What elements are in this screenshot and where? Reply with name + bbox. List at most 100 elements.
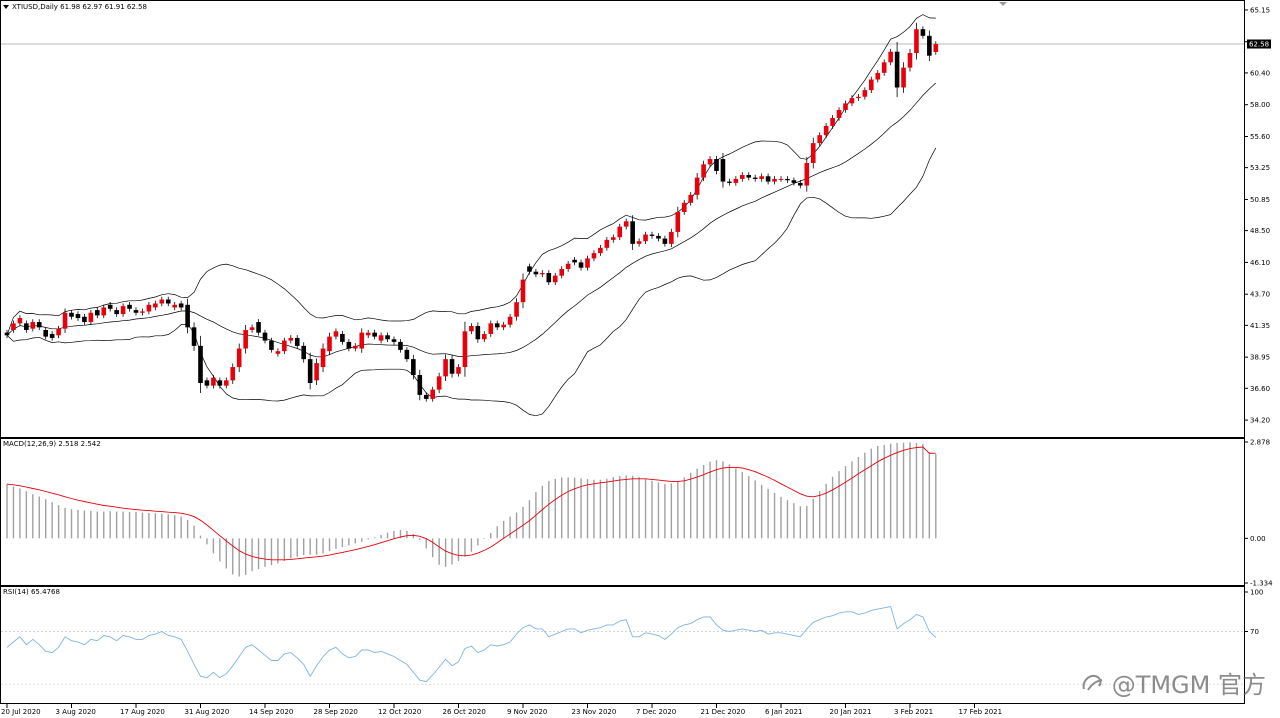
candle-body (546, 273, 552, 283)
candle-body (301, 345, 306, 360)
macd-signal-path (6, 446, 936, 561)
candle-body (520, 279, 526, 303)
candle-body (823, 125, 829, 136)
candle-body (178, 303, 184, 308)
candle-body (185, 304, 190, 328)
candle-body (759, 176, 764, 179)
candle-body (752, 177, 758, 179)
candle-body (804, 163, 810, 186)
candle-body (681, 202, 687, 213)
rsi-tick-label: 100 (1250, 589, 1263, 597)
candle-body (211, 377, 216, 386)
time-tick-label: 20 Jan 2021 (830, 708, 872, 716)
candle-body (862, 90, 868, 97)
candle-body (146, 304, 152, 312)
candle-body (88, 312, 94, 323)
candle-body (810, 143, 816, 164)
candle-body (307, 359, 313, 383)
price-axis: 65.1562.7560.4058.0055.6053.2550.8548.50… (1244, 6, 1270, 425)
candle-body (798, 182, 803, 186)
macd-axis: 2.878 0.00 -1.334 (1244, 439, 1273, 588)
macd-pane[interactable] (0, 438, 1245, 586)
candle-body (327, 336, 332, 352)
candle-body (456, 367, 461, 374)
rsi-pane[interactable] (0, 586, 1245, 704)
candle-body (881, 62, 887, 73)
watermark: @TMGM 官方 (1080, 665, 1266, 700)
candle-body (198, 345, 203, 383)
candle-body (875, 72, 881, 80)
price-tick-label: 38.95 (1250, 354, 1270, 362)
candle-body (430, 389, 435, 399)
time-tick-label: 12 Oct 2020 (378, 708, 421, 716)
candle-body (404, 349, 410, 360)
candle-body (365, 332, 371, 336)
candle-body (688, 194, 693, 203)
bollinger-lower-line (6, 147, 937, 417)
price-tick-label: 34.20 (1250, 417, 1270, 425)
candle-body (288, 337, 294, 341)
macd-signal-line (6, 446, 936, 561)
rsi-axis: 100 70 (1244, 589, 1263, 636)
rsi-tick-label: 70 (1250, 628, 1259, 636)
candle-body (701, 164, 706, 178)
candle-body (791, 180, 797, 183)
candle-body (172, 304, 177, 308)
candle-body (765, 176, 771, 182)
candle-body (398, 341, 403, 350)
candle-body (4, 332, 10, 336)
candle-body (611, 237, 616, 240)
candle-body (391, 339, 397, 342)
collapse-triangle-icon[interactable] (3, 5, 9, 9)
last-price-tag: 62.58 (1247, 39, 1271, 49)
candle-body (817, 135, 822, 144)
rsi-path (6, 605, 937, 683)
candle-body (514, 302, 519, 317)
time-axis: 20 Jul 2020 3 Aug 2020 17 Aug 2020 31 Aug 2… (1, 704, 1002, 716)
candle-body (785, 178, 790, 181)
candle-body (920, 29, 926, 36)
price-tick-label: 65.15 (1250, 6, 1270, 14)
candle-body (30, 322, 36, 329)
candle-body (849, 98, 855, 104)
last-price-label: 62.58 (1249, 41, 1269, 49)
candle-body (604, 239, 610, 248)
candle-body (778, 178, 784, 180)
candle-body (830, 117, 835, 126)
candle-body (353, 345, 358, 349)
time-tick-label: 28 Sep 2020 (314, 708, 358, 716)
candle-body (636, 241, 642, 244)
candle-body (675, 212, 681, 232)
candle-body (540, 273, 545, 275)
chart-shift-marker-icon[interactable] (999, 2, 1007, 6)
candle-body (894, 51, 900, 88)
candle-body (694, 177, 700, 195)
candle-body (269, 340, 274, 350)
candle-body (488, 323, 494, 334)
instrument-header: XTIUSD,Daily 61.98 62.97 61.91 62.58 (12, 3, 147, 11)
candle-body (385, 335, 390, 340)
candle-body (49, 333, 55, 338)
candle-body (75, 314, 81, 319)
candle-body (69, 312, 74, 317)
candle-body (449, 359, 455, 374)
candle-body (275, 351, 281, 354)
price-pane[interactable] (0, 0, 1245, 438)
candle-body (204, 380, 210, 386)
candle-body (95, 310, 100, 316)
candle-body (191, 327, 197, 346)
candle-body (888, 51, 893, 63)
macd-tick-label: 0.00 (1250, 535, 1266, 543)
time-tick-label: 17 Feb 2021 (959, 708, 1003, 716)
candle-body (475, 326, 481, 340)
candle-body (469, 326, 474, 332)
candle-body (630, 221, 635, 244)
candle-body (372, 332, 377, 337)
candle-body (869, 79, 874, 91)
candle-body (662, 238, 668, 244)
price-tick-label: 55.60 (1250, 133, 1270, 141)
candle-body (733, 178, 739, 183)
candle-body (727, 181, 732, 183)
macd-header: MACD(12,26,9) 2.518 2.542 (3, 440, 101, 448)
